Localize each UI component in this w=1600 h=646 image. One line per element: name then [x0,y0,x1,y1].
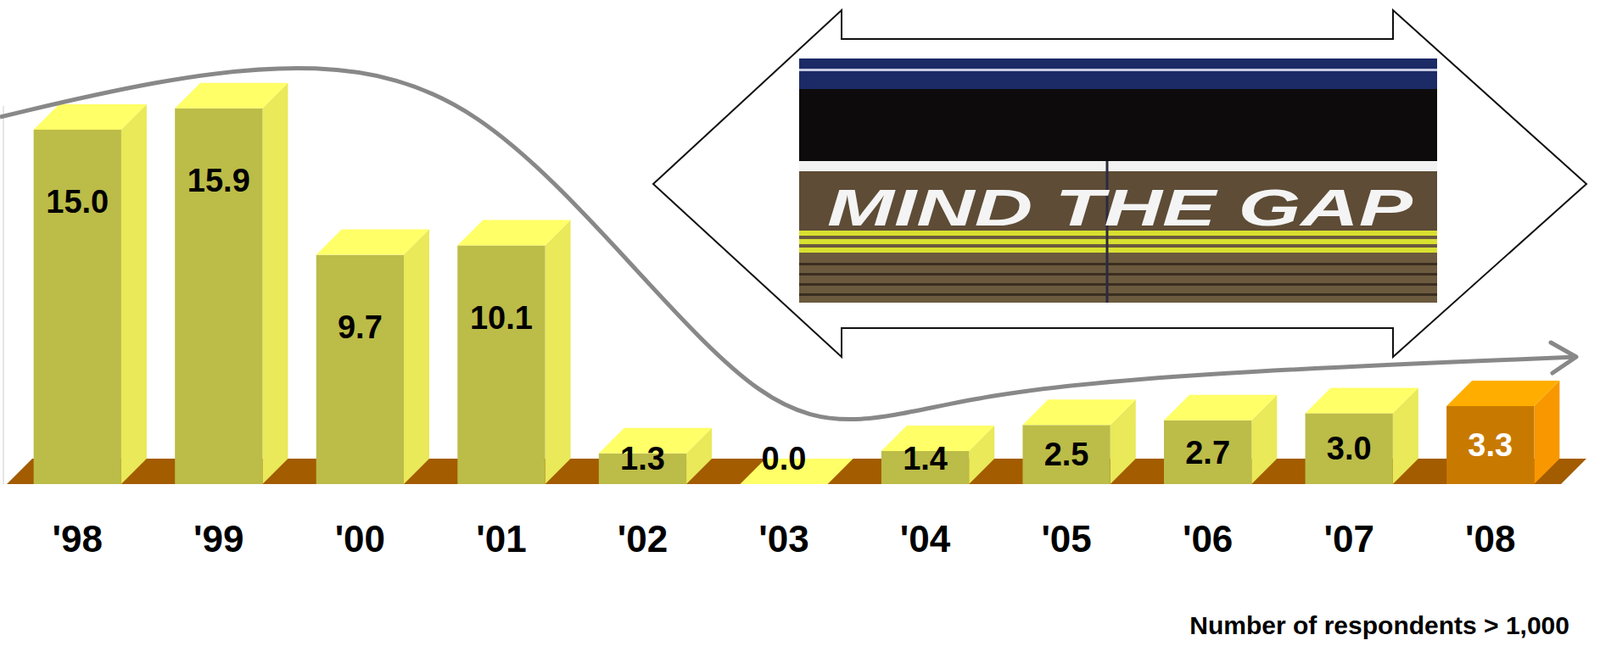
data-label: 2.5 [1044,436,1090,473]
photo-train-line [799,68,1438,72]
bar-front [1305,413,1394,485]
footnote: Number of respondents > 1,000 [1189,611,1570,640]
data-label: 1.3 [620,441,666,477]
bar [1446,380,1560,485]
x-tick: '04 [900,484,952,560]
trend-arrow-head [1550,342,1577,374]
bar [33,104,147,485]
photo-groove [799,262,1438,266]
bar-side [121,104,147,485]
bar-front [457,245,545,485]
bar [1163,395,1277,485]
photo-groove [799,283,1438,286]
x-tick-label: '02 [617,518,668,560]
bar [457,219,571,485]
x-tick: '08 [1465,484,1516,560]
bar [1022,399,1136,485]
photo-train [799,58,1438,90]
bar-top [33,104,147,130]
bar-top [316,229,430,256]
data-label: 9.7 [337,309,383,346]
chart: MIND THE GAP 15.0 15.9 9.7 10.1 1.3 0.0 1.4 2.5 2… [0,0,1600,646]
bar-front [1446,406,1534,485]
x-tick-label: '98 [52,518,103,560]
photo-yellow-line [799,239,1438,245]
x-tick: '06 [1182,484,1233,560]
bar-front [174,108,263,485]
bar [316,229,430,485]
bar-side [545,219,571,485]
photo-yellow-line [799,247,1438,253]
x-tick: '00 [335,484,386,560]
x-tick-label: '05 [1040,518,1091,560]
photo-gap [799,89,1438,162]
photo: MIND THE GAP [799,58,1438,303]
data-label: 3.0 [1326,430,1372,467]
x-tick: '05 [1040,484,1091,560]
bar-front [1163,420,1252,485]
data-label: 15.9 [187,162,251,199]
photo-platform [799,58,1438,303]
data-labels: 15.0 15.9 9.7 10.1 1.3 0.0 1.4 2.5 2.7 3.0 3.3 [45,162,1513,477]
data-label: 0.0 [761,441,807,477]
x-tick-label: '08 [1465,518,1516,560]
bar-top [457,219,571,246]
x-tick: '99 [193,484,244,560]
bar [598,428,712,485]
x-tick-label: '00 [335,518,386,560]
x-tick-label: '04 [900,518,952,560]
bar-front [1022,425,1110,485]
bar-front [316,255,404,485]
y-axis-line [3,106,5,485]
x-tick: '01 [475,484,526,560]
x-tick: '07 [1323,484,1374,560]
bar-top [1305,387,1419,414]
photo-groove [799,273,1438,276]
data-label: 1.4 [902,441,948,477]
double-arrow [653,10,1587,358]
bar-top [174,83,288,109]
photo-edge [799,161,1438,172]
x-axis: '98 '99 '00 '01 '02 '03 '04 '05 '06 '07 '08 [52,484,1517,560]
bar-front [33,129,122,485]
data-label: 3.3 [1467,427,1513,464]
data-label: 2.7 [1185,435,1231,471]
x-tick: '03 [758,484,809,560]
bar-side [262,83,288,485]
data-label: 10.1 [469,300,533,336]
data-label: 15.0 [45,184,109,220]
bar-top [1022,399,1136,426]
x-tick: '98 [52,484,103,560]
photo-groove [799,293,1438,297]
bar-top [1163,395,1277,421]
photo-sign: MIND THE GAP [827,178,1414,237]
bar-top [1446,380,1560,407]
x-tick-label: '03 [758,518,809,560]
x-tick: '02 [617,484,668,560]
x-tick-label: '99 [193,518,244,560]
x-tick-label: '07 [1323,518,1374,560]
bar [881,425,995,485]
bar [1305,387,1419,485]
x-tick-label: '06 [1182,518,1233,560]
x-tick-label: '01 [475,518,526,560]
bar [174,83,288,485]
bar-side [403,229,430,485]
